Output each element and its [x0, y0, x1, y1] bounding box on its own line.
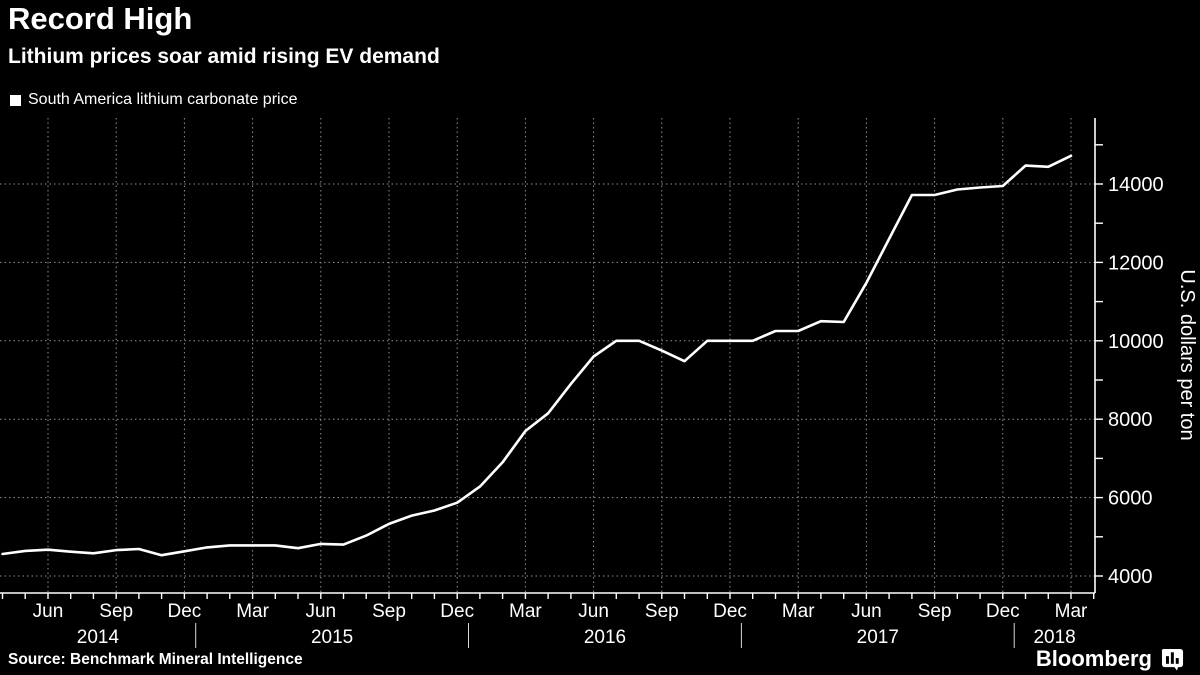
- x-axis-year-labels: 2014 2015 2016 2017 2018: [77, 627, 1076, 648]
- horizontal-gridlines: [0, 183, 1095, 577]
- svg-text:2017: 2017: [857, 627, 899, 648]
- svg-text:U.S. dollars per ton: U.S. dollars per ton: [1176, 269, 1198, 440]
- bloomberg-logo: Bloomberg: [1036, 646, 1184, 672]
- page-title: Record High: [8, 1, 193, 36]
- svg-text:Dec: Dec: [168, 601, 202, 622]
- bloomberg-wordmark: Bloomberg: [1035, 646, 1152, 671]
- legend-swatch-icon: [10, 94, 21, 106]
- svg-text:Sep: Sep: [645, 601, 679, 622]
- vertical-gridlines: [47, 118, 1072, 593]
- svg-text:Dec: Dec: [986, 601, 1020, 622]
- y-axis-ticks: [1095, 144, 1103, 577]
- svg-text:12000: 12000: [1108, 252, 1164, 274]
- svg-text:8000: 8000: [1108, 409, 1153, 431]
- svg-text:Jun: Jun: [305, 601, 336, 622]
- svg-text:2015: 2015: [311, 627, 353, 648]
- x-axis-ticks: [1, 593, 1095, 599]
- legend-label: South America lithium carbonate price: [28, 91, 298, 108]
- svg-text:Jun: Jun: [578, 601, 609, 622]
- svg-text:14000: 14000: [1108, 174, 1164, 196]
- svg-text:Sep: Sep: [372, 601, 406, 622]
- svg-text:Mar: Mar: [509, 601, 542, 622]
- svg-text:Mar: Mar: [236, 601, 269, 622]
- x-axis-month-labels: Jun Sep Dec Mar Jun Sep Dec Mar Jun Sep Dec Mar Jun S…: [33, 601, 1088, 622]
- svg-text:6000: 6000: [1108, 488, 1153, 510]
- bloomberg-chart-bubble-icon: [1161, 648, 1184, 671]
- axes: [0, 118, 1096, 594]
- chart-subtitle: Lithium prices soar amid rising EV deman…: [8, 45, 440, 68]
- svg-text:Mar: Mar: [782, 601, 815, 622]
- price-line-series: [1, 154, 1073, 557]
- svg-text:4000: 4000: [1108, 566, 1153, 588]
- source-note: Source: Benchmark Mineral Intelligence: [8, 651, 303, 668]
- y-axis-title: U.S. dollars per ton: [1176, 269, 1198, 440]
- svg-text:10000: 10000: [1108, 331, 1164, 353]
- svg-text:Sep: Sep: [918, 601, 952, 622]
- svg-text:Mar: Mar: [1055, 601, 1088, 622]
- svg-text:2016: 2016: [584, 627, 626, 648]
- svg-text:2018: 2018: [1033, 627, 1075, 648]
- svg-text:Jun: Jun: [851, 601, 882, 622]
- svg-text:Dec: Dec: [713, 601, 747, 622]
- svg-text:2014: 2014: [77, 627, 120, 648]
- svg-text:Dec: Dec: [440, 601, 474, 622]
- svg-text:Sep: Sep: [99, 601, 133, 622]
- svg-text:Jun: Jun: [33, 601, 64, 622]
- legend: South America lithium carbonate price: [10, 91, 297, 109]
- y-axis-labels: 4000 6000 8000 10000 12000 14000: [1108, 174, 1164, 588]
- year-separators: [195, 623, 1015, 648]
